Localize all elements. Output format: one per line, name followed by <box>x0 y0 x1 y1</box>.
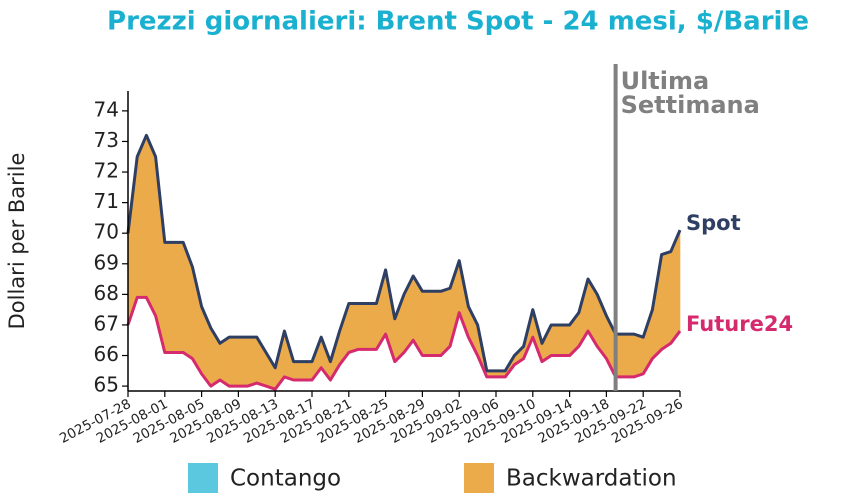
spread-area <box>624 333 635 378</box>
legend-swatch <box>464 463 494 493</box>
spread-area <box>136 135 147 298</box>
spread-area <box>550 324 561 356</box>
spread-area <box>228 336 239 387</box>
spread-area <box>302 361 313 381</box>
annotation-text: Ultima <box>621 67 710 95</box>
y-tick-label: 65 <box>94 373 119 397</box>
spread-area <box>661 251 672 350</box>
annotation-text: Settimana <box>621 91 760 119</box>
spread-area <box>440 287 451 357</box>
spread-area <box>357 303 368 350</box>
spread-area <box>431 291 442 356</box>
spread-area <box>422 291 432 356</box>
chart-title: Prezzi giornalieri: Brent Spot - 24 mesi… <box>107 7 809 37</box>
spread-area <box>348 303 359 353</box>
series-line <box>126 133 682 373</box>
y-tick-label: 73 <box>94 128 119 152</box>
series-label: Future24 <box>686 312 793 336</box>
y-axis-label: Dollari per Barile <box>5 153 29 330</box>
spread-area <box>146 135 156 316</box>
legend-label: Backwardation <box>506 466 677 492</box>
y-tick-label: 68 <box>94 281 119 305</box>
spread-area <box>164 242 175 353</box>
y-tick-label: 72 <box>94 159 119 183</box>
spread-area <box>633 333 644 378</box>
spread-area <box>366 303 377 350</box>
spread-area <box>293 361 304 381</box>
spread-area <box>247 336 258 387</box>
spread-area <box>173 242 184 353</box>
legend-label: Contango <box>230 466 341 492</box>
spread-area <box>219 336 230 387</box>
y-tick-label: 69 <box>94 250 119 274</box>
spread-area <box>560 324 570 356</box>
series-label: Spot <box>686 211 741 235</box>
spread-area <box>238 336 248 387</box>
y-tick-label: 67 <box>94 311 119 335</box>
y-tick-label: 74 <box>94 97 119 121</box>
y-tick-label: 70 <box>94 220 119 244</box>
legend-swatch <box>188 463 218 493</box>
y-tick-label: 71 <box>94 189 119 213</box>
series-line <box>126 295 682 391</box>
y-tick-label: 66 <box>94 342 119 366</box>
